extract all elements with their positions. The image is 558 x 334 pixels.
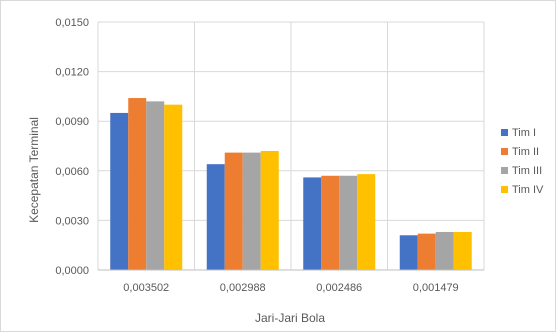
bar-tim-iv-3 xyxy=(453,231,472,270)
x-tick-label: 0,002486 xyxy=(316,282,362,294)
bar-tim-ii-1 xyxy=(224,152,243,270)
y-tick-label: 0,0150 xyxy=(55,17,89,29)
bar-tim-i-0 xyxy=(110,112,129,270)
bar-tim-ii-3 xyxy=(417,233,436,270)
axes: 0,0000 0,0030 0,0060 0,0090 0,0120 0,0150 0,00… xyxy=(55,17,484,294)
legend-label: Tim IV xyxy=(512,184,544,196)
y-tick-label: 0,0030 xyxy=(55,215,89,227)
legend-label: Tim II xyxy=(512,146,539,158)
legend-label: Tim III xyxy=(512,165,542,177)
legend-label: Tim I xyxy=(512,127,536,139)
y-tick-label: 0,0060 xyxy=(55,166,89,178)
bar-tim-i-1 xyxy=(206,164,225,270)
legend-swatch xyxy=(501,148,508,155)
bar-tim-iii-2 xyxy=(339,175,358,270)
bar-tim-iv-2 xyxy=(357,174,376,270)
legend: Tim I Tim II Tim III Tim IV xyxy=(501,127,544,196)
bars xyxy=(110,98,472,271)
bar-tim-iv-0 xyxy=(164,104,183,271)
bar-tim-iii-1 xyxy=(242,152,261,270)
legend-swatch xyxy=(501,167,508,174)
bar-tim-ii-2 xyxy=(321,175,340,270)
legend-swatch xyxy=(501,186,508,193)
x-tick-label: 0,001479 xyxy=(413,282,459,294)
bar-tim-iii-0 xyxy=(146,101,165,270)
y-tick-label: 0,0090 xyxy=(55,116,89,128)
x-axis-title: Jari-Jari Bola xyxy=(255,311,325,325)
bar-tim-ii-0 xyxy=(128,98,147,270)
x-tick-label: 0,003502 xyxy=(123,282,169,294)
bar-tim-iv-1 xyxy=(260,150,279,270)
x-tick-label: 0,002988 xyxy=(220,282,266,294)
y-axis-title: Kecepatan Terminal xyxy=(27,117,41,223)
y-tick-label: 0,0000 xyxy=(55,265,89,277)
bar-tim-i-3 xyxy=(399,235,418,270)
bar-tim-i-2 xyxy=(303,177,322,270)
y-tick-label: 0,0120 xyxy=(55,67,89,79)
bar-tim-iii-3 xyxy=(435,231,454,270)
legend-swatch xyxy=(501,129,508,136)
